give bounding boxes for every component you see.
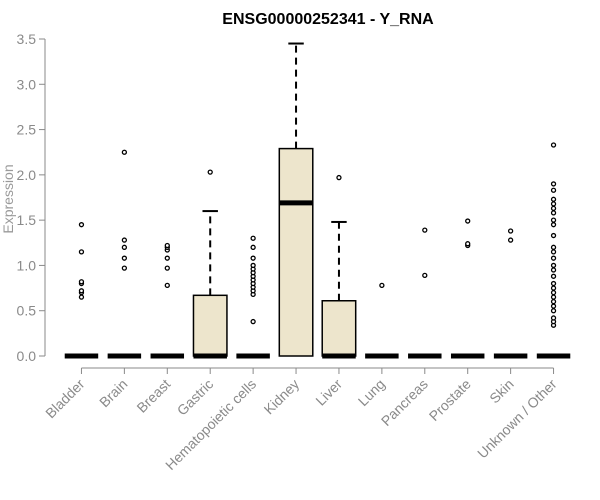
outlier-point <box>550 255 557 261</box>
outlier-point <box>250 244 256 250</box>
outlier-point <box>550 289 557 296</box>
box-group <box>365 282 399 359</box>
outlier-point <box>164 265 170 271</box>
box-group <box>278 42 314 357</box>
x-tick-label: Bladder <box>42 376 88 422</box>
x-tick-label: Pancreas <box>378 376 431 429</box>
box-body <box>321 300 357 357</box>
outlier-point <box>550 315 557 321</box>
y-tick-label: 1.0 <box>17 257 37 273</box>
outlier-point <box>550 299 557 305</box>
y-axis: 0.0 0.5 1.0 1.5 2.0 2.5 3.0 3.5 <box>17 31 46 364</box>
outlier-point <box>422 227 428 233</box>
outlier-point <box>507 237 514 243</box>
outlier-point <box>121 237 128 243</box>
x-tick-label: Skin <box>486 376 517 407</box>
x-tick-label: Liver <box>312 376 345 409</box>
outlier-point <box>164 242 170 249</box>
outlier-point <box>550 285 557 291</box>
y-tick-label: 2.5 <box>17 122 37 138</box>
outlier-point <box>336 174 342 181</box>
outlier-point <box>550 294 557 300</box>
outlier-point <box>78 279 85 285</box>
box-group <box>493 228 528 359</box>
box-group <box>192 169 228 359</box>
outlier-point <box>121 244 128 250</box>
y-tick-label: 3.0 <box>17 76 37 92</box>
outlier-point <box>550 232 557 239</box>
outlier-point <box>465 241 471 247</box>
y-tick-label: 3.5 <box>17 31 37 47</box>
outlier-point <box>164 282 170 289</box>
x-tick-label: Lung <box>355 376 388 409</box>
box-group <box>64 222 99 359</box>
outlier-point <box>121 149 128 155</box>
x-tick-label: Unknown / Other <box>474 376 560 462</box>
outlier-point <box>550 280 557 287</box>
outlier-point <box>550 142 557 148</box>
outlier-point <box>550 210 557 216</box>
outlier-point <box>250 255 256 261</box>
outlier-point <box>507 228 514 234</box>
outlier-point <box>465 218 471 224</box>
x-tick-label: Kidney <box>261 376 303 418</box>
outlier-point <box>550 244 557 250</box>
y-tick-label: 2.0 <box>17 167 37 183</box>
outlier-point <box>422 272 428 279</box>
outlier-point <box>379 282 385 289</box>
outlier-point <box>550 201 557 207</box>
box-group <box>321 174 357 359</box>
y-axis-label: Expression <box>0 164 16 233</box>
outlier-point <box>250 262 256 269</box>
box-group <box>150 242 185 359</box>
box-body <box>278 147 314 357</box>
outlier-point <box>164 255 170 261</box>
outlier-point <box>78 249 85 255</box>
outlier-point <box>550 196 557 202</box>
box-body <box>192 294 228 357</box>
boxes-group <box>64 42 571 359</box>
outlier-point <box>550 217 557 223</box>
outlier-point <box>550 262 557 269</box>
outlier-point <box>250 235 256 241</box>
outlier-point <box>550 273 557 279</box>
x-tick-label: Breast <box>133 376 173 416</box>
x-tick-label: Brain <box>96 376 130 410</box>
outlier-point <box>550 222 557 228</box>
outlier-point <box>78 288 85 294</box>
outlier-point <box>78 294 85 300</box>
outlier-point <box>78 222 85 228</box>
box-group <box>107 149 142 359</box>
outlier-point <box>550 205 557 212</box>
x-tick-label: Gastric <box>174 376 217 419</box>
outlier-point <box>550 267 557 273</box>
box-group <box>236 235 270 359</box>
y-tick-label: 0.0 <box>17 348 37 364</box>
box-group <box>450 218 485 359</box>
outlier-point <box>121 265 128 271</box>
outlier-point <box>550 249 557 255</box>
outlier-point <box>550 181 557 187</box>
y-tick-label: 1.5 <box>17 212 37 228</box>
outlier-point <box>550 308 557 314</box>
y-tick-label: 0.5 <box>17 303 37 319</box>
outlier-point <box>121 255 128 261</box>
outlier-point <box>250 318 256 325</box>
outlier-point <box>550 187 557 193</box>
outlier-point <box>550 303 557 309</box>
box-group <box>536 142 571 359</box>
x-tick-label: Prostate <box>426 376 474 424</box>
chart-title: ENSG00000252341 - Y_RNA <box>222 11 434 28</box>
outlier-point <box>207 169 213 175</box>
box-group <box>408 227 442 359</box>
